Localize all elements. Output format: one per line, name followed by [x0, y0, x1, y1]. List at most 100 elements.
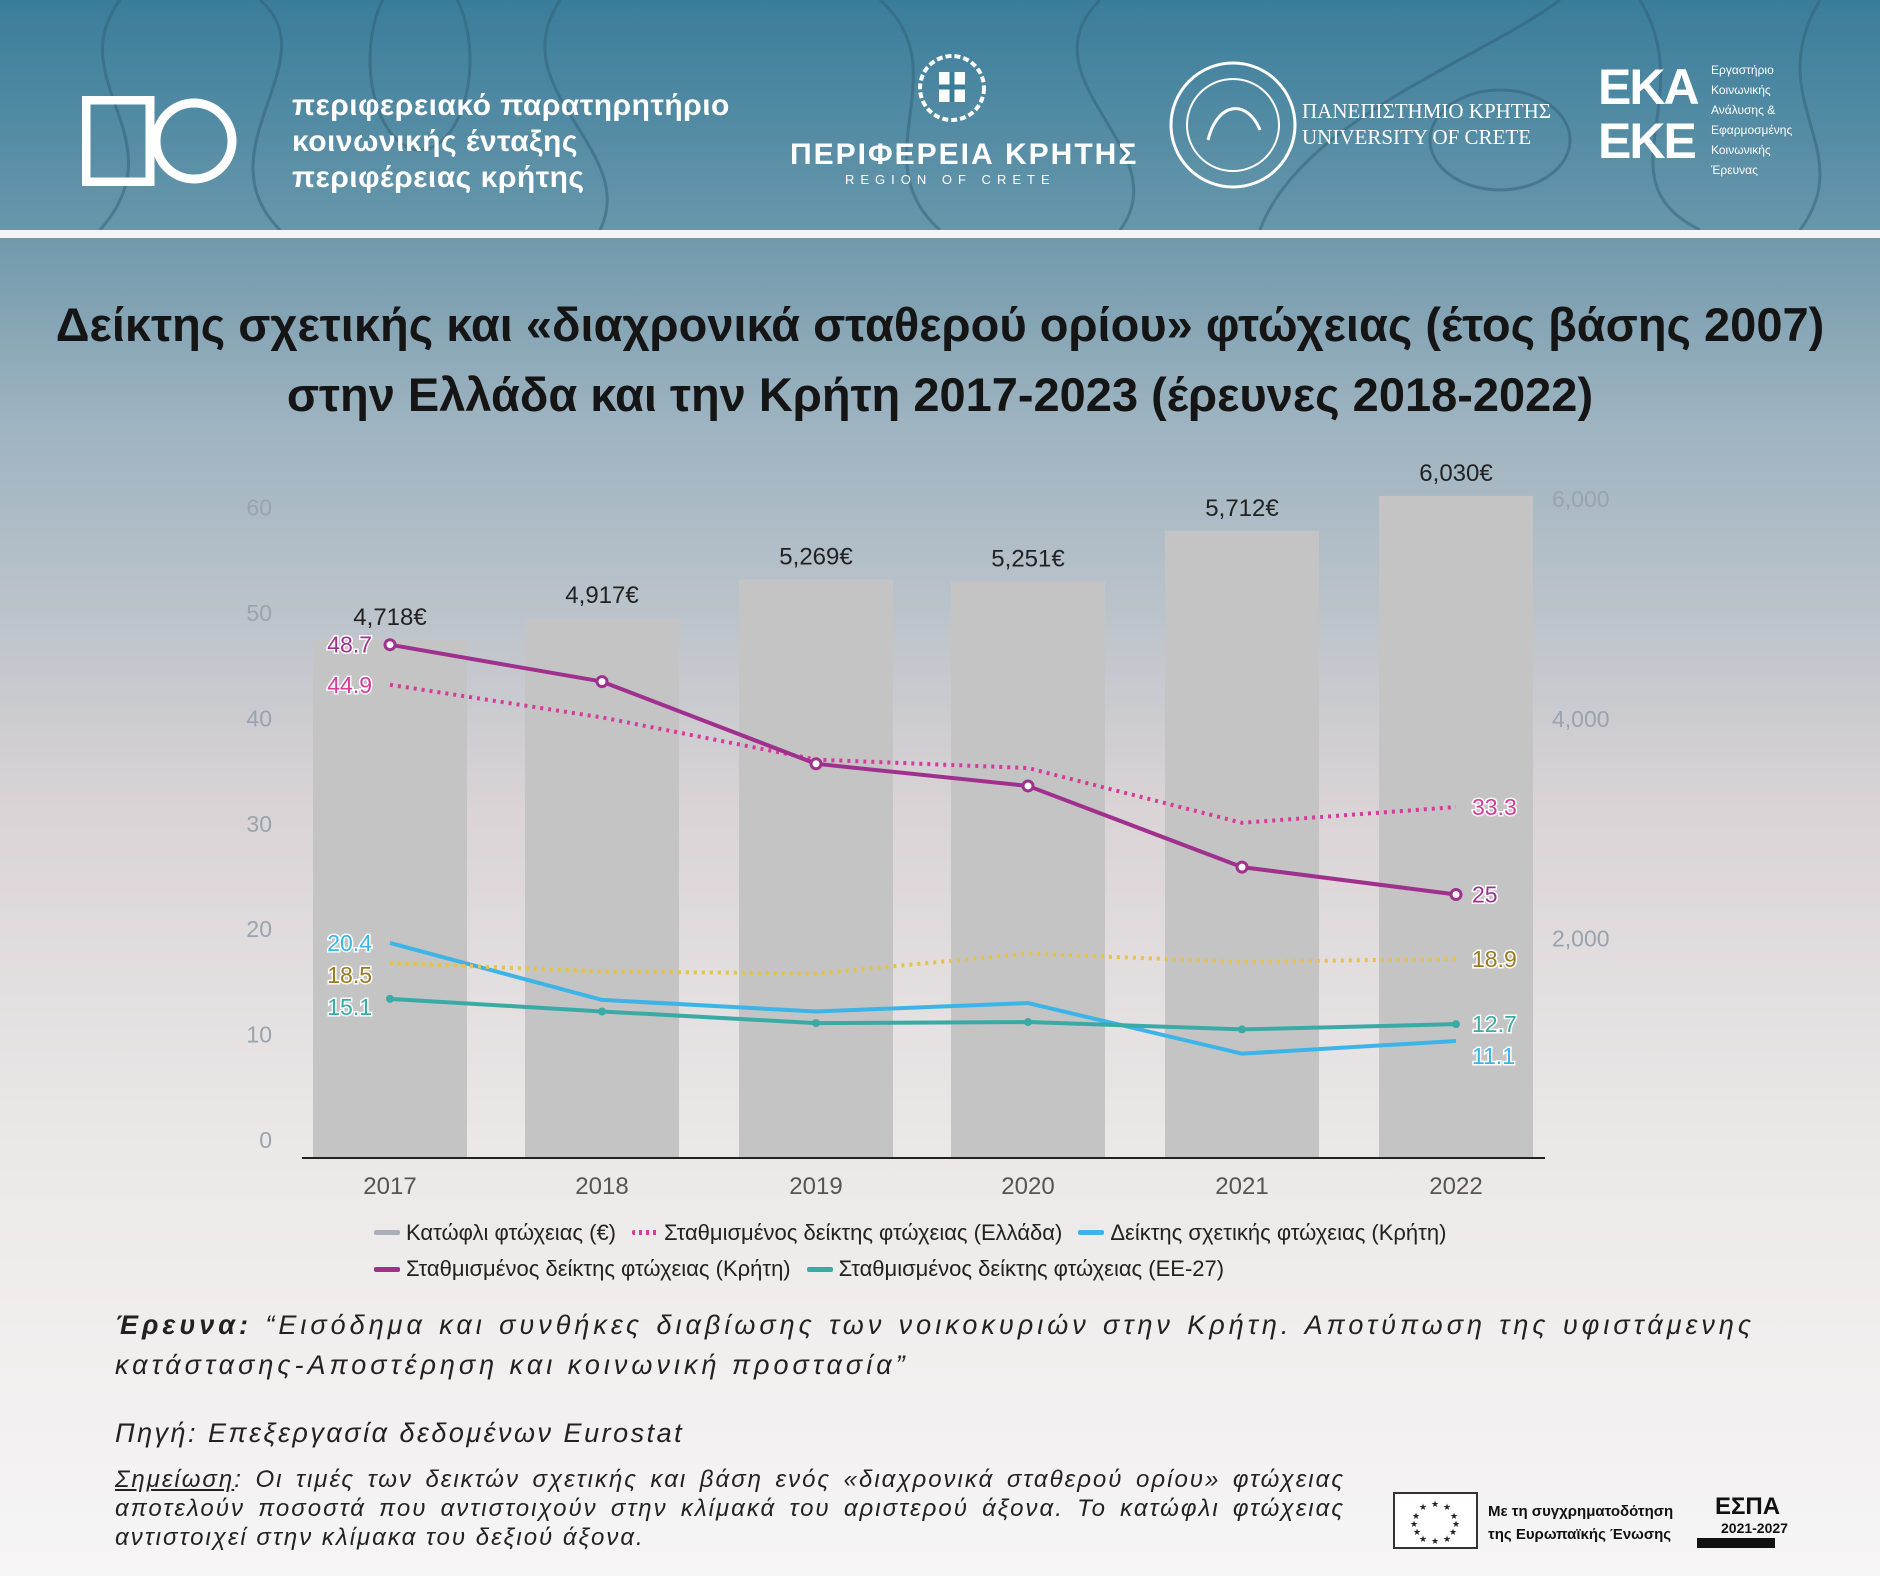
chart-title: Δείκτης σχετικής και «διαχρονικά σταθερο… — [55, 298, 1825, 421]
legend-swatch-icon — [632, 1230, 659, 1235]
series-line-2 — [389, 951, 1457, 976]
legend-label: Σταθμισμένος δείκτης φτώχειας (Κρήτη) — [406, 1256, 791, 1281]
espa-logo: ΕΣΠΑ 2021-2027 — [1697, 1494, 1788, 1548]
legend-swatch-icon — [1078, 1230, 1105, 1235]
observatory-line: περιφερειακό παρατηρητήριο — [292, 89, 730, 122]
bar-value-label: 5,251€ — [991, 545, 1065, 572]
series-start-label: 48.7 — [327, 632, 372, 658]
legend-item: Σταθμισμένος δείκτης φτώχειας (Κρήτη) — [374, 1253, 791, 1285]
threshold-bar — [739, 579, 893, 1158]
eka-sub-line: Ανάλυσης & — [1711, 103, 1776, 117]
eke-line: ΕΚΕ — [1598, 113, 1697, 169]
series-marker — [598, 1007, 606, 1016]
threshold-bar — [1379, 495, 1533, 1158]
legend-label: Κατώφλι φτώχειας (€) — [406, 1219, 617, 1245]
legend-item: Σταθμισμένος δείκτης φτώχειας (ΕΕ-27) — [806, 1253, 1225, 1285]
series-line-0 — [389, 682, 1457, 825]
eka-line: ΕΚΑ — [1598, 59, 1700, 115]
eka-sub-line: Κοινωνικής — [1711, 143, 1771, 157]
eka-sub-line: Έρευνας — [1711, 163, 1758, 177]
series-start-label: 15.1 — [327, 994, 372, 1020]
series-start-label: 20.4 — [327, 930, 372, 956]
note-label: Σημείωση — [115, 1466, 235, 1493]
series-marker — [1238, 1025, 1246, 1034]
bar-value-label: 6,030€ — [1419, 460, 1493, 487]
eka-eke-logo: ΕΚΑ ΕΚΕ — [1598, 59, 1700, 169]
svg-text:★: ★ — [1449, 1527, 1457, 1537]
university-line: ΠΑΝΕΠΙΣΤΗΜΙΟ ΚΡΗΤΗΣ — [1302, 99, 1552, 123]
right-axis-tick: 4,000 — [1552, 706, 1610, 732]
svg-text:★: ★ — [1419, 1502, 1427, 1512]
legend-item: Σταθμισμένος δείκτης φτώχειας (Ελλάδα) — [632, 1217, 1062, 1249]
series-line-4 — [389, 996, 1457, 1032]
university-seal-icon — [1169, 61, 1297, 189]
research-text: “Εισόδημα και συνθήκες διαβίωσης των νοι… — [115, 1310, 1755, 1380]
series-line-3 — [389, 642, 1457, 897]
eka-sub-line: Κοινωνικής — [1711, 83, 1771, 97]
svg-text:★: ★ — [1410, 1519, 1418, 1529]
series-marker — [386, 994, 394, 1003]
series-marker — [595, 675, 609, 689]
eu-line: της Ευρωπαϊκής Ένωσης — [1488, 1526, 1672, 1543]
svg-text:★: ★ — [1412, 1511, 1420, 1521]
eka-sub-line: Εργαστήριο — [1711, 63, 1774, 77]
series-start-label: 18.5 — [327, 962, 372, 988]
legend-item: Κατώφλι φτώχειας (€) — [374, 1217, 616, 1249]
left-axis-tick: 10 — [246, 1022, 272, 1048]
right-axis-tick: 6,000 — [1552, 486, 1610, 512]
svg-text:★: ★ — [1443, 1534, 1451, 1544]
eu-cofunding-text: Με τη συγχρηματοδότηση της Ευρωπαϊκής Έν… — [1488, 1500, 1673, 1546]
research-note: Έρευνα: “Εισόδημα και συνθήκες διαβίωσης… — [115, 1305, 1755, 1385]
threshold-bar — [1165, 530, 1319, 1158]
series-line-1 — [389, 941, 1457, 1056]
legend-swatch-icon — [374, 1266, 400, 1272]
chart-legend: Κατώφλι φτώχειας (€) Σταθμισμένος δείκτης… — [374, 1212, 1544, 1285]
eu-flag-icon: ★ ★ ★ ★ ★ ★ ★ ★ ★ ★ ★ ★ — [1393, 1492, 1478, 1549]
source-note: Πηγή: Επεξεργασία δεδομένων Eurostat — [115, 1418, 685, 1448]
series-marker — [809, 757, 823, 771]
observatory-name: περιφερειακό παρατηρητήριο κοινωνικής έν… — [292, 88, 730, 196]
bar-value-label: 5,269€ — [779, 543, 853, 570]
note-text: : Οι τιμές των δεικτών σχετικής και βάση… — [115, 1466, 1345, 1551]
eu-line: Με τη συγχρηματοδότηση — [1488, 1503, 1674, 1520]
bar-value-label: 4,917€ — [565, 582, 639, 609]
svg-text:★: ★ — [1443, 1502, 1451, 1512]
series-end-label: 18.9 — [1472, 946, 1517, 972]
observatory-logo — [82, 96, 237, 186]
x-axis-tick: 2022 — [1429, 1173, 1482, 1200]
legend-label: Δείκτης σχετικής φτώχειας (Κρήτη) — [1110, 1219, 1447, 1245]
left-axis-tick: 50 — [246, 600, 272, 626]
series-end-label: 12.7 — [1472, 1011, 1517, 1037]
series-marker — [1024, 1018, 1032, 1027]
svg-text:★: ★ — [1431, 1499, 1439, 1509]
svg-text:★: ★ — [1419, 1534, 1427, 1544]
observatory-line: περιφέρειας κρήτης — [292, 161, 585, 194]
legend-label: Σταθμισμένος δείκτης φτώχειας (Ελλάδα) — [664, 1219, 1063, 1245]
bar-value-label: 5,712€ — [1205, 495, 1279, 522]
region-subtitle: REGION OF CRETE — [845, 172, 1056, 187]
threshold-bar — [951, 581, 1105, 1158]
topographic-pattern — [98, 0, 1822, 230]
x-axis-tick: 2017 — [363, 1173, 416, 1200]
left-axis-tick: 30 — [246, 811, 272, 837]
series-end-label: 33.3 — [1472, 794, 1517, 820]
svg-text:★: ★ — [1413, 1527, 1421, 1537]
series-marker — [1021, 779, 1035, 793]
greek-emblem-icon — [918, 54, 986, 122]
research-label: Έρευνα: — [115, 1310, 253, 1340]
svg-text:★: ★ — [1431, 1536, 1439, 1546]
legend-item: Δείκτης σχετικής φτώχειας (Κρήτη) — [1078, 1217, 1446, 1249]
legend-label: Σταθμισμένος δείκτης φτώχειας (ΕΕ-27) — [838, 1256, 1225, 1281]
series-marker — [812, 1019, 820, 1028]
series-end-label: 11.1 — [1472, 1043, 1515, 1069]
threshold-bar — [313, 639, 467, 1158]
region-name: ΠΕΡΙΦΕΡΕΙΑ ΚΡΗΤΗΣ — [790, 138, 1139, 171]
x-axis-tick: 2018 — [575, 1173, 628, 1200]
x-axis-tick: 2020 — [1001, 1173, 1054, 1200]
espa-name: ΕΣΠΑ — [1715, 1493, 1781, 1520]
university-line: UNIVERSITY OF CRETE — [1302, 125, 1532, 149]
x-axis-tick: 2021 — [1215, 1173, 1268, 1200]
series-marker — [1452, 1020, 1460, 1029]
header-banner: περιφερειακό παρατηρητήριο κοινωνικής έν… — [0, 0, 1880, 230]
